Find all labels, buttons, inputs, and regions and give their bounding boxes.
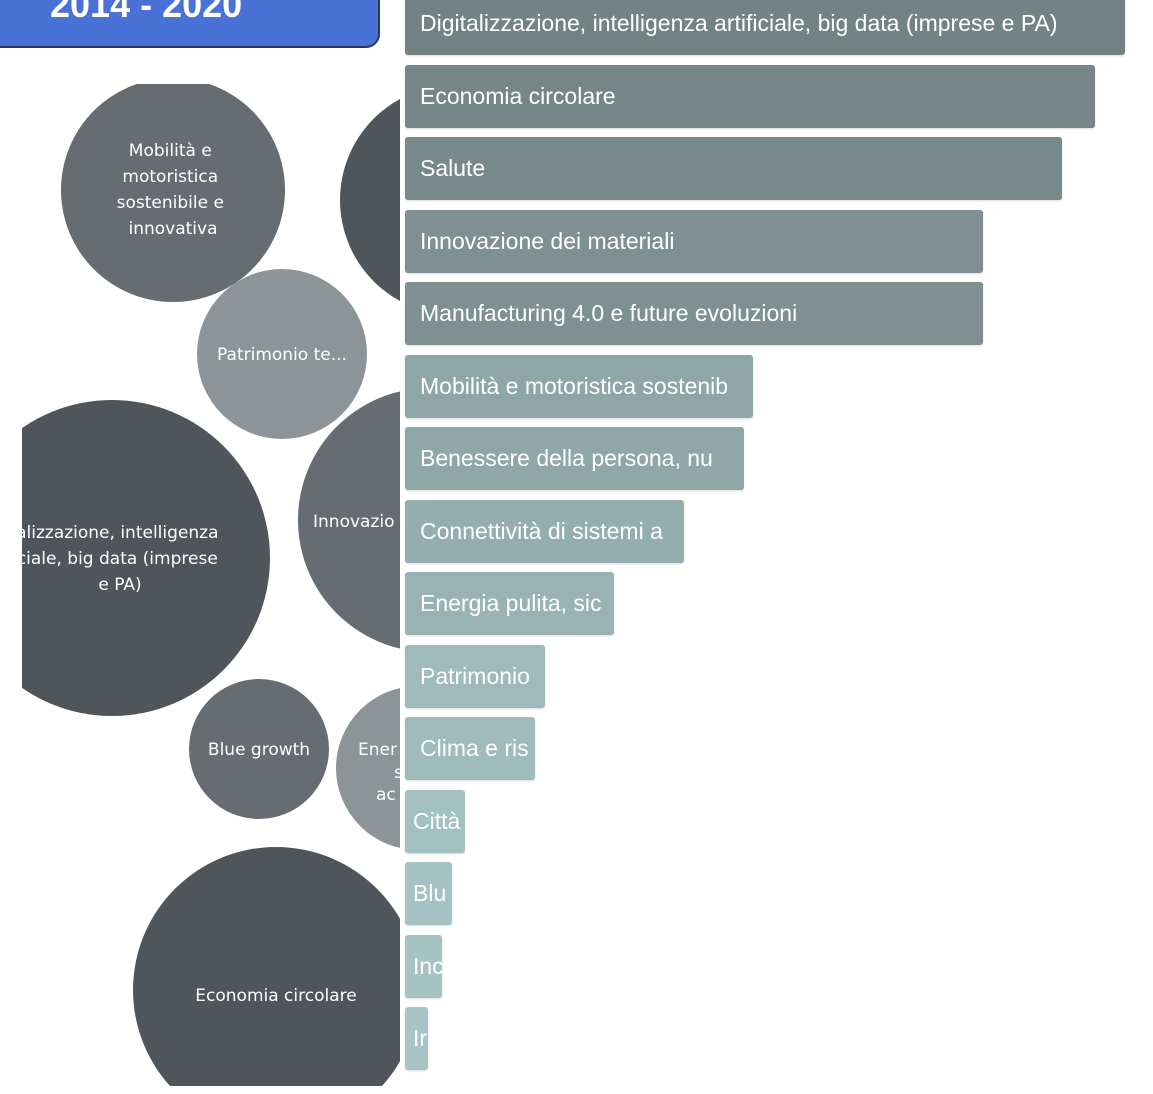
bar[interactable]: Benessere della persona, nu [405, 427, 744, 490]
bar[interactable]: Digitalizzazione, intelligenza artificia… [405, 0, 1125, 55]
bar-label: Città [413, 808, 461, 834]
bar[interactable]: Blu [405, 862, 452, 925]
bubble-economia-label: Economia circolare [195, 986, 356, 1006]
bar[interactable]: Ir [405, 1007, 428, 1070]
bubble-digitalizzazione[interactable]: alizzazione, intelligenza ciale, big dat… [0, 400, 270, 716]
bubble-chart: Mobilità e motoristica sostenibile e inn… [0, 78, 460, 1094]
bar-label: Innovazione dei materiali [420, 228, 675, 254]
bubble-mobilita-label: Mobilità e motoristica sostenibile e inn… [117, 141, 230, 239]
bar[interactable]: Patrimonio [405, 645, 545, 708]
bar-label: Benessere della persona, nu [420, 445, 713, 471]
bar[interactable]: Connettività di sistemi a [405, 500, 684, 563]
bar-label: Connettività di sistemi a [420, 518, 663, 544]
bubble-patrimonio[interactable]: Patrimonio te... [197, 269, 367, 439]
bar-label: Manufacturing 4.0 e future evoluzioni [420, 300, 798, 326]
bar-label: Inc [413, 953, 442, 979]
period-title: 2014 - 2020 [50, 0, 243, 25]
bar-label: Clima e ris [420, 735, 529, 761]
bar-label: Digitalizzazione, intelligenza artificia… [420, 10, 1058, 36]
bar-label: Economia circolare [420, 83, 616, 109]
bar-chart-panel: Digitalizzazione, intelligenza artificia… [400, 0, 1153, 1079]
bar-label: Patrimonio [420, 663, 530, 689]
bar-label: Blu [413, 880, 447, 906]
bar-label: Mobilità e motoristica sostenib [420, 373, 729, 399]
bar[interactable]: Clima e ris [405, 717, 535, 780]
period-header: 2014 - 2020 [0, 0, 380, 48]
bar[interactable]: Città [405, 790, 465, 853]
bubble-mobilita[interactable]: Mobilità e motoristica sostenibile e inn… [61, 78, 285, 302]
bubble-blue-growth-label: Blue growth [208, 740, 310, 760]
bar-label: Salute [420, 155, 486, 181]
bar[interactable]: Economia circolare [405, 65, 1095, 128]
bar[interactable]: Salute [405, 137, 1062, 200]
bar[interactable]: Energia pulita, sic [405, 572, 614, 635]
bubble-innovazione-label: Innovazio [313, 512, 395, 532]
bubble-digitalizzazione-label: alizzazione, intelligenza ciale, big dat… [16, 523, 224, 595]
bubble-energia-label: Ener s ac [358, 740, 408, 805]
bar[interactable]: Innovazione dei materiali [405, 210, 983, 273]
bar[interactable]: Inc [405, 935, 442, 998]
bubble-patrimonio-label: Patrimonio te... [217, 345, 347, 365]
bar-label: Ir [413, 1025, 428, 1051]
bubble-blue-growth[interactable]: Blue growth [189, 679, 329, 819]
bubble-innovazione[interactable]: Innovazio [298, 388, 460, 652]
bar[interactable]: Mobilità e motoristica sostenib [405, 355, 753, 418]
bar-label: Energia pulita, sic [420, 590, 602, 616]
bubble-economia[interactable]: Economia circolare [133, 847, 419, 1094]
bar[interactable]: Manufacturing 4.0 e future evoluzioni [405, 282, 983, 345]
